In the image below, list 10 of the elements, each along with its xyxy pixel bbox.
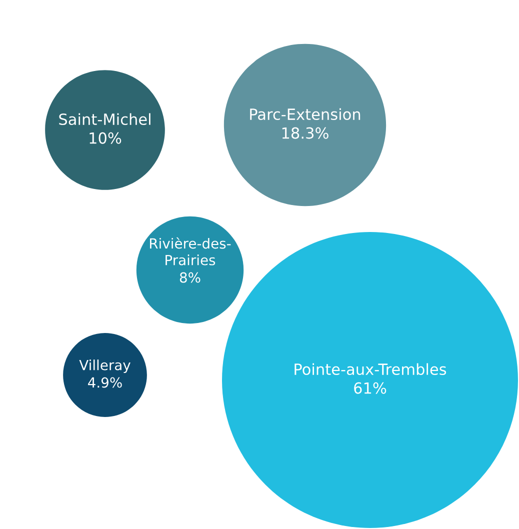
category-label: Saint-Michel bbox=[59, 113, 150, 126]
data-label: 10% bbox=[90, 132, 122, 144]
data-label: 8% bbox=[180, 272, 200, 283]
category-label: Pointe-aux-Trembles bbox=[294, 363, 446, 376]
data-label: 4.9% bbox=[88, 377, 122, 388]
category-label: Rivière-des- Prairies bbox=[150, 237, 231, 266]
data-label: 61% bbox=[354, 382, 386, 394]
category-label: Parc-Extension bbox=[250, 108, 360, 120]
category-label: Villeray bbox=[79, 360, 130, 373]
data-label: 18.3% bbox=[282, 127, 328, 139]
